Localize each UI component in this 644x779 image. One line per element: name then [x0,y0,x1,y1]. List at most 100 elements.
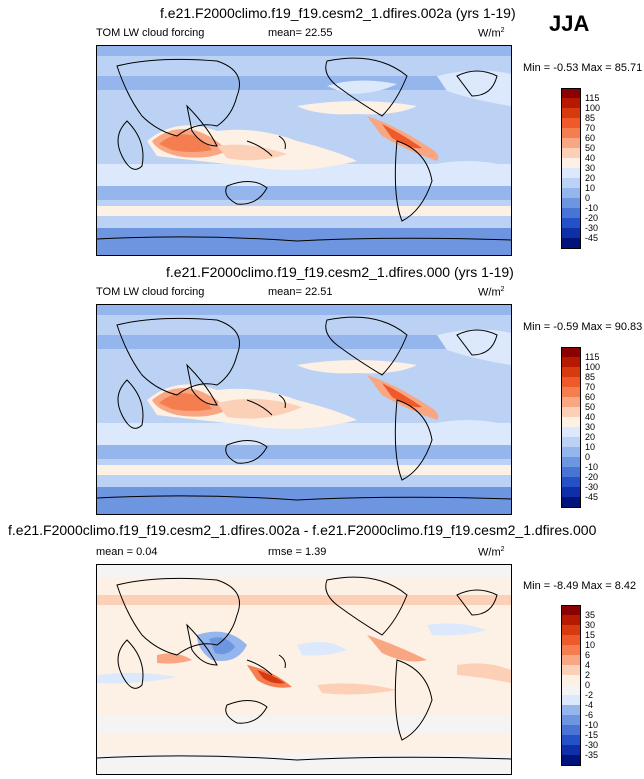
colorbar-swatch [561,238,581,249]
colorbar-swatch [561,417,581,427]
colorbar-swatch [561,457,581,467]
colorbar-swatch [561,735,581,745]
colorbar-swatch [561,645,581,655]
colorbar-swatch [561,357,581,367]
colorbar-swatch [561,725,581,735]
colorbar-label: -10 [585,203,599,213]
panel2-mean-value: 22.51 [305,286,333,298]
colorbar-swatch [561,497,581,508]
colorbar-label: 20 [585,173,596,183]
colorbar-label: -35 [585,750,599,760]
colorbar-swatch [561,347,581,358]
colorbar-swatch [561,188,581,198]
colorbar-swatch [561,158,581,168]
colorbar-label: 85 [585,113,596,123]
colorbar-label: 0 [585,193,591,203]
panel2-units-text: W/m [478,286,501,299]
colorbar-label: 30 [585,163,596,173]
colorbar-swatch [561,635,581,645]
colorbar-swatch [561,118,581,128]
colorbar-label: 0 [585,452,591,462]
panel2-title: f.e21.F2000climo.f19_f19.cesm2_1.dfires.… [166,264,514,280]
colorbar-swatch [561,128,581,138]
panel2-minmax: Min = -0.59 Max = 90.83 [523,321,642,333]
colorbar-swatch [561,467,581,477]
panel1-map [96,45,512,256]
colorbar-label: 50 [585,402,596,412]
colorbar-label: -30 [585,482,599,492]
colorbar-label: -30 [585,223,599,233]
panel1-max-value: 85.71 [614,62,643,74]
colorbar-label: 30 [585,422,596,432]
panel3-map [96,564,512,775]
panel2-max-label: Max = [581,321,612,333]
colorbar-swatch [561,138,581,148]
colorbar-swatch [561,397,581,407]
colorbar-label: 6 [585,650,591,660]
colorbar-swatch [561,88,581,99]
colorbar-swatch [561,377,581,387]
panel1-units-exp: 2 [500,27,505,34]
colorbar-swatch [561,168,581,178]
panel1-min-label: Min = [523,62,551,74]
colorbar-label: -45 [585,492,599,502]
colorbar-label: 100 [585,103,601,113]
panel3-units-text: W/m [478,546,501,559]
colorbar-swatch [561,625,581,635]
colorbar-swatch [561,208,581,218]
colorbar-swatch [561,218,581,228]
panel3-mean-label: mean = [96,546,133,558]
colorbar-swatch [561,665,581,675]
panel3-mean: mean = 0.04 [96,546,157,558]
colorbar-label: -30 [585,740,599,750]
colorbar-label: 50 [585,143,596,153]
panel3-rmse-label: rmse = [268,546,302,558]
colorbar-swatch [561,407,581,417]
colorbar-label: 10 [585,442,596,452]
panel2-min-label: Min = [523,321,551,333]
colorbar-swatch [561,98,581,108]
colorbar-label: 2 [585,670,591,680]
panel3-max-value: 8.42 [614,580,637,592]
panel2-variable: TOM LW cloud forcing [96,286,205,298]
colorbar-label: 10 [585,640,596,650]
colorbar-label: 30 [585,620,596,630]
colorbar-swatch [561,605,581,616]
colorbar-label: -6 [585,710,594,720]
season-label: JJA [549,11,590,36]
colorbar-swatch [561,437,581,447]
colorbar-label: 70 [585,382,596,392]
colorbar-label: -10 [585,720,599,730]
colorbar-label: -15 [585,730,599,740]
colorbar-label: 85 [585,372,596,382]
panel2-mean: mean= 22.51 [268,286,333,298]
colorbar-label: 70 [585,123,596,133]
panel1-mean: mean= 22.55 [268,27,333,39]
panel3-max-label: Max = [581,580,612,592]
colorbar-swatch [561,755,581,766]
colorbar-label: 15 [585,630,596,640]
panel3-units: W/m2 [478,546,505,559]
colorbar-swatch [561,615,581,625]
colorbar-label: -20 [585,472,599,482]
colorbar-label: 20 [585,432,596,442]
panel2-units-exp: 2 [500,286,505,293]
colorbar-swatch [561,148,581,158]
colorbar-swatch [561,387,581,397]
colorbar-swatch [561,228,581,238]
colorbar-label: -20 [585,213,599,223]
colorbar-swatch [561,178,581,188]
panel1-mean-label: mean= [268,27,302,39]
panel1-units: W/m2 [478,27,505,40]
panel2-map [96,304,512,515]
colorbar-swatch [561,675,581,685]
colorbar-swatch [561,695,581,705]
panel1-variable: TOM LW cloud forcing [96,27,205,39]
panel3-title: f.e21.F2000climo.f19_f19.cesm2_1.dfires.… [8,522,597,538]
colorbar-swatch [561,367,581,377]
colorbar-label: -10 [585,462,599,472]
colorbar-swatch [561,745,581,755]
panel3-min-label: Min = [523,580,551,592]
colorbar-label: 35 [585,610,596,620]
colorbar-label: 100 [585,362,601,372]
